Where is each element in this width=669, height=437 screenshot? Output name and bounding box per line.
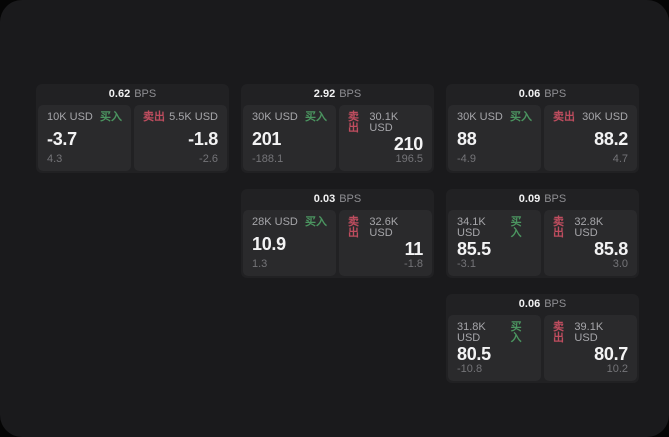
sell-amount: 5.5K USD	[169, 111, 218, 123]
sell-sub-value: 196.5	[395, 153, 423, 165]
quote-card: 0.06 BPS 30K USD 买入 88 -4.9 卖出	[446, 84, 639, 173]
sell-side-label: 卖出	[143, 111, 165, 123]
quote-card-body: 30K USD 买入 201 -188.1 卖出 30.1K USD 210 1…	[241, 105, 434, 173]
buy-price: 85.5	[457, 239, 491, 259]
buy-side-label: 买入	[305, 216, 327, 228]
bps-value: 0.06	[518, 88, 541, 100]
buy-amount: 28K USD	[252, 216, 298, 228]
buy-quote-panel[interactable]: 28K USD 买入 10.9 1.3	[243, 210, 336, 276]
sell-amount: 32.8K USD	[574, 216, 604, 239]
sell-amount: 30.1K USD	[369, 111, 399, 134]
sell-quote-panel[interactable]: 卖出 32.8K USD 85.8 3.0	[544, 210, 637, 276]
bps-value: 0.03	[313, 193, 336, 205]
buy-sub-value: -4.9	[457, 153, 476, 165]
sell-side-label: 卖出	[348, 111, 359, 134]
sell-side-label: 卖出	[553, 216, 564, 239]
buy-price: 201	[252, 128, 282, 149]
buy-sub-value: 1.3	[252, 258, 268, 270]
quote-card: 0.62 BPS 10K USD 买入 -3.7 4.3 卖出	[36, 84, 229, 173]
buy-price: 10.9	[252, 233, 286, 254]
sell-sub-value: 4.7	[612, 153, 628, 165]
bps-value: 2.92	[313, 88, 336, 100]
buy-quote-panel[interactable]: 30K USD 买入 201 -188.1	[243, 105, 336, 171]
quote-card-body: 10K USD 买入 -3.7 4.3 卖出 5.5K USD -1.8 -2.…	[36, 105, 229, 173]
bps-unit-label: BPS	[134, 88, 157, 100]
sell-price: 85.8	[594, 239, 628, 259]
buy-price: 80.5	[457, 344, 491, 364]
buy-side-label: 买入	[305, 111, 327, 123]
sell-price: 210	[393, 134, 423, 154]
sell-quote-panel[interactable]: 卖出 30K USD 88.2 4.7	[544, 105, 637, 171]
buy-quote-panel[interactable]: 30K USD 买入 88 -4.9	[448, 105, 541, 171]
bps-unit-label: BPS	[544, 298, 567, 310]
sell-sub-value: 10.2	[606, 363, 628, 375]
sell-quote-panel[interactable]: 卖出 39.1K USD 80.7 10.2	[544, 315, 637, 381]
sell-amount: 30K USD	[582, 111, 628, 123]
sell-sub-value: -1.8	[404, 258, 423, 270]
buy-quote-panel[interactable]: 31.8K USD 买入 80.5 -10.8	[448, 315, 541, 381]
sell-quote-panel[interactable]: 卖出 32.6K USD 11 -1.8	[339, 210, 432, 276]
quote-card-body: 28K USD 买入 10.9 1.3 卖出 32.6K USD 11 -1.8	[241, 210, 434, 278]
sell-sub-value: -2.6	[199, 153, 218, 165]
quote-card: 0.03 BPS 28K USD 买入 10.9 1.3 卖出	[241, 189, 434, 278]
bps-value: 0.06	[518, 298, 541, 310]
bps-unit-label: BPS	[339, 193, 362, 205]
sell-quote-panel[interactable]: 卖出 30.1K USD 210 196.5	[339, 105, 432, 171]
buy-side-label: 买入	[100, 111, 122, 123]
buy-amount: 34.1K USD	[457, 216, 486, 239]
buy-amount: 30K USD	[252, 111, 298, 123]
sell-amount: 32.6K USD	[369, 216, 399, 239]
buy-sub-value: 4.3	[47, 153, 63, 165]
sell-quote-panel[interactable]: 卖出 5.5K USD -1.8 -2.6	[134, 105, 227, 171]
sell-side-label: 卖出	[553, 321, 564, 344]
sell-side-label: 卖出	[553, 111, 575, 123]
bps-unit-label: BPS	[544, 88, 567, 100]
quote-card: 0.06 BPS 31.8K USD 买入 80.5 -10.8 卖	[446, 294, 639, 383]
quote-card: 0.09 BPS 34.1K USD 买入 85.5 -3.1 卖出	[446, 189, 639, 278]
quote-card: 2.92 BPS 30K USD 买入 201 -188.1 卖出	[241, 84, 434, 173]
buy-side-label: 买入	[510, 216, 522, 239]
buy-price: -3.7	[47, 128, 77, 149]
quote-card-body: 31.8K USD 买入 80.5 -10.8 卖出 39.1K USD 80.…	[446, 315, 639, 383]
bps-header: 0.62 BPS	[36, 84, 229, 105]
bps-header: 0.09 BPS	[446, 189, 639, 210]
buy-amount: 31.8K USD	[457, 321, 486, 344]
bps-header: 0.03 BPS	[241, 189, 434, 210]
bps-unit-label: BPS	[339, 88, 362, 100]
buy-amount: 30K USD	[457, 111, 503, 123]
quote-card-body: 34.1K USD 买入 85.5 -3.1 卖出 32.8K USD 85.8…	[446, 210, 639, 278]
buy-side-label: 买入	[510, 111, 532, 123]
bps-header: 0.06 BPS	[446, 84, 639, 105]
buy-side-label: 买入	[510, 321, 522, 344]
buy-sub-value: -188.1	[252, 153, 284, 165]
buy-price: 88	[457, 128, 477, 149]
bps-unit-label: BPS	[544, 193, 567, 205]
sell-price: -1.8	[188, 128, 218, 149]
bps-value: 0.09	[518, 193, 541, 205]
bps-value: 0.62	[108, 88, 131, 100]
buy-quote-panel[interactable]: 10K USD 买入 -3.7 4.3	[38, 105, 131, 171]
sell-amount: 39.1K USD	[574, 321, 604, 344]
quote-card-body: 30K USD 买入 88 -4.9 卖出 30K USD 88.2 4.7	[446, 105, 639, 173]
buy-quote-panel[interactable]: 34.1K USD 买入 85.5 -3.1	[448, 210, 541, 276]
buy-sub-value: -3.1	[457, 258, 476, 270]
bps-header: 2.92 BPS	[241, 84, 434, 105]
quote-cards-grid: 0.62 BPS 10K USD 买入 -3.7 4.3 卖出	[36, 84, 669, 383]
sell-side-label: 卖出	[348, 216, 359, 239]
sell-sub-value: 3.0	[612, 258, 628, 270]
sell-price: 80.7	[594, 344, 628, 364]
buy-amount: 10K USD	[47, 111, 93, 123]
sell-price: 11	[404, 239, 424, 259]
sell-price: 88.2	[594, 128, 628, 149]
buy-sub-value: -10.8	[457, 363, 483, 375]
bps-header: 0.06 BPS	[446, 294, 639, 315]
